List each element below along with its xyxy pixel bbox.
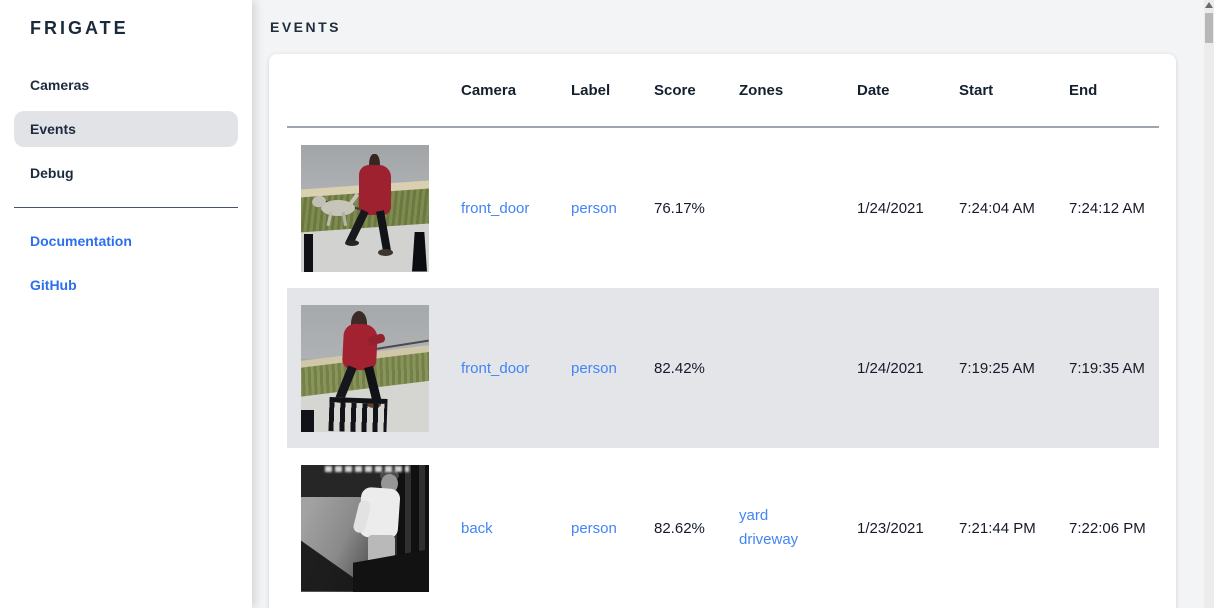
sidebar-link-github[interactable]: GitHub: [30, 277, 77, 293]
score-value: 82.42%: [654, 359, 705, 377]
table-row[interactable]: front_door person 76.17% 1/24/2021 7:24:…: [287, 128, 1159, 288]
thumbnail-cell: [287, 464, 461, 592]
start-time-value: 7:24:04 AM: [959, 199, 1035, 217]
sidebar-item-cameras[interactable]: Cameras: [30, 77, 90, 93]
end-time-value: 7:24:12 AM: [1069, 199, 1145, 217]
sidebar-divider: [14, 207, 238, 208]
date-value: 1/24/2021: [857, 199, 924, 217]
scrollbar[interactable]: [1204, 0, 1214, 608]
zone-link[interactable]: yard: [739, 507, 769, 524]
event-thumbnail[interactable]: [301, 304, 429, 432]
column-header-date: Date: [857, 81, 890, 99]
date-value: 1/24/2021: [857, 359, 924, 377]
start-time-value: 7:19:25 AM: [959, 359, 1035, 377]
start-time-value: 7:21:44 PM: [959, 519, 1036, 537]
label-link[interactable]: person: [571, 359, 617, 377]
scrollbar-thumb[interactable]: [1205, 13, 1213, 43]
table-header-row: Camera Label Score Zones Date Start End: [287, 54, 1159, 128]
scroll-up-arrow-icon[interactable]: [1205, 2, 1213, 8]
camera-link[interactable]: front_door: [461, 199, 530, 217]
label-link[interactable]: person: [571, 519, 617, 537]
thumbnail-cell: [287, 144, 461, 272]
page-title: EVENTS: [270, 19, 342, 35]
thumbnail-cell: [287, 304, 461, 432]
main-content: EVENTS Camera Label Score Zones Date Sta…: [252, 0, 1214, 608]
date-value: 1/23/2021: [857, 519, 924, 537]
sidebar-item-debug[interactable]: Debug: [30, 165, 74, 181]
column-header-score: Score: [654, 81, 696, 99]
camera-timestamp-overlay: [325, 465, 409, 472]
sidebar-item-events[interactable]: Events: [14, 111, 238, 147]
column-header-zones: Zones: [739, 81, 784, 99]
end-time-value: 7:19:35 AM: [1069, 359, 1145, 377]
column-header-camera: Camera: [461, 81, 517, 99]
person-shoe: [345, 239, 359, 246]
person-red-jacket: [341, 322, 379, 371]
sidebar-link-documentation[interactable]: Documentation: [30, 233, 132, 249]
person-red-coat: [359, 164, 391, 215]
zone-link[interactable]: driveway: [739, 531, 799, 548]
events-card: Camera Label Score Zones Date Start End: [269, 54, 1176, 608]
metal-fence-post: [301, 409, 314, 432]
post-left: [304, 233, 313, 272]
event-thumbnail[interactable]: [301, 144, 429, 272]
table-row[interactable]: back person 82.62% yard driveway 1/23/20…: [287, 448, 1159, 608]
table-row-highlighted[interactable]: front_door person 82.42% 1/24/2021 7:19:…: [287, 288, 1159, 448]
column-header-start: Start: [959, 81, 994, 99]
sidebar: FRIGATE Cameras Events Debug Documentati…: [0, 0, 252, 608]
event-thumbnail[interactable]: [301, 464, 429, 592]
app-logo: FRIGATE: [30, 18, 129, 38]
label-link[interactable]: person: [571, 199, 617, 217]
camera-link[interactable]: back: [461, 519, 493, 537]
camera-link[interactable]: front_door: [461, 359, 530, 377]
sidebar-nav: Cameras Events Debug: [0, 67, 252, 191]
column-header-end: End: [1069, 81, 1098, 99]
column-header-label: Label: [571, 81, 611, 99]
zones-cell: yard driveway: [739, 504, 857, 552]
post-right: [412, 231, 427, 272]
person-shoe: [378, 248, 393, 256]
score-value: 76.17%: [654, 199, 705, 217]
end-time-value: 7:22:06 PM: [1069, 519, 1146, 537]
metal-fence: [328, 396, 388, 432]
score-value: 82.62%: [654, 519, 705, 537]
